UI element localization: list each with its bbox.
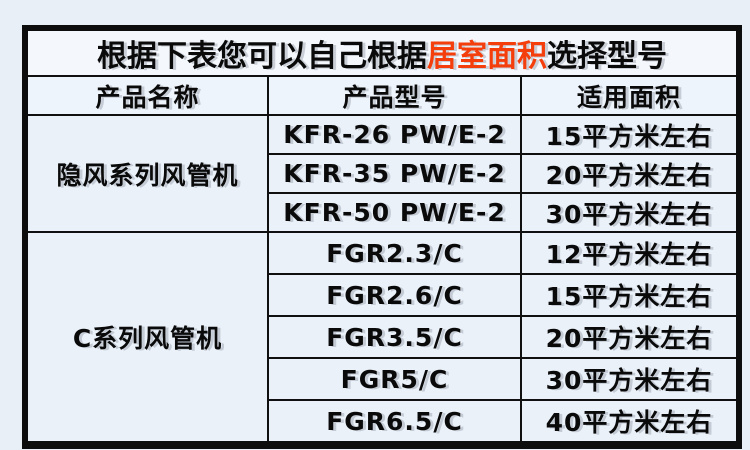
model-cell: FGR2.3/C	[267, 231, 522, 275]
model-cell: KFR-35 PW/E-2	[267, 153, 522, 194]
table-row: FGR5/C 30平方米左右	[25, 357, 740, 401]
model-cell: FGR6.5/C	[267, 399, 522, 446]
product-selection-table: 根据下表您可以自己根据居室面积选择型号 产品名称 产品型号 适用面积 隐风系列风…	[22, 25, 742, 449]
model-cell: FGR3.5/C	[267, 315, 522, 359]
model-cell: FGR2.6/C	[267, 273, 522, 317]
title-prefix: 根据下表您可以自己根据	[97, 39, 427, 74]
table-header-row: 产品名称 产品型号 适用面积	[24, 75, 740, 116]
col-header-product-model: 产品型号	[267, 75, 522, 116]
group-name-yinfeng-series: 隐风系列风管机	[24, 114, 269, 233]
col-header-applicable-area: 适用面积	[520, 75, 740, 116]
table-title: 根据下表您可以自己根据居室面积选择型号	[24, 27, 740, 77]
area-cell: 20平方米左右	[520, 315, 740, 359]
col-header-product-name: 产品名称	[24, 75, 269, 116]
area-cell: 12平方米左右	[520, 231, 740, 275]
table-row: FGR3.5/C 20平方米左右	[25, 315, 740, 359]
selection-table-container: 根据下表您可以自己根据居室面积选择型号 产品名称 产品型号 适用面积 隐风系列风…	[22, 25, 742, 449]
table-title-row: 根据下表您可以自己根据居室面积选择型号	[24, 27, 740, 77]
table-row: FGR2.6/C 15平方米左右	[25, 273, 740, 317]
group-name-c-series: C系列风管机	[24, 231, 269, 446]
model-cell: FGR5/C	[267, 357, 522, 401]
model-cell: KFR-26 PW/E-2	[267, 114, 522, 155]
table-row: C系列风管机 FGR2.3/C 12平方米左右	[24, 231, 740, 446]
table-row: FGR6.5/C 40平方米左右	[25, 399, 740, 446]
area-cell: 15平方米左右	[520, 114, 740, 155]
table-row: KFR-35 PW/E-2 20平方米左右	[25, 153, 740, 194]
model-cell: KFR-50 PW/E-2	[267, 192, 522, 233]
area-cell: 15平方米左右	[520, 273, 740, 317]
area-cell: 30平方米左右	[520, 192, 740, 233]
title-highlight: 居室面积	[427, 39, 547, 74]
title-suffix: 选择型号	[547, 39, 667, 74]
table-row: KFR-50 PW/E-2 30平方米左右	[25, 192, 740, 233]
table-row: 隐风系列风管机 KFR-26 PW/E-2 15平方米左右	[24, 114, 740, 233]
area-cell: 30平方米左右	[520, 357, 740, 401]
area-cell: 20平方米左右	[520, 153, 740, 194]
area-cell: 40平方米左右	[520, 399, 740, 446]
